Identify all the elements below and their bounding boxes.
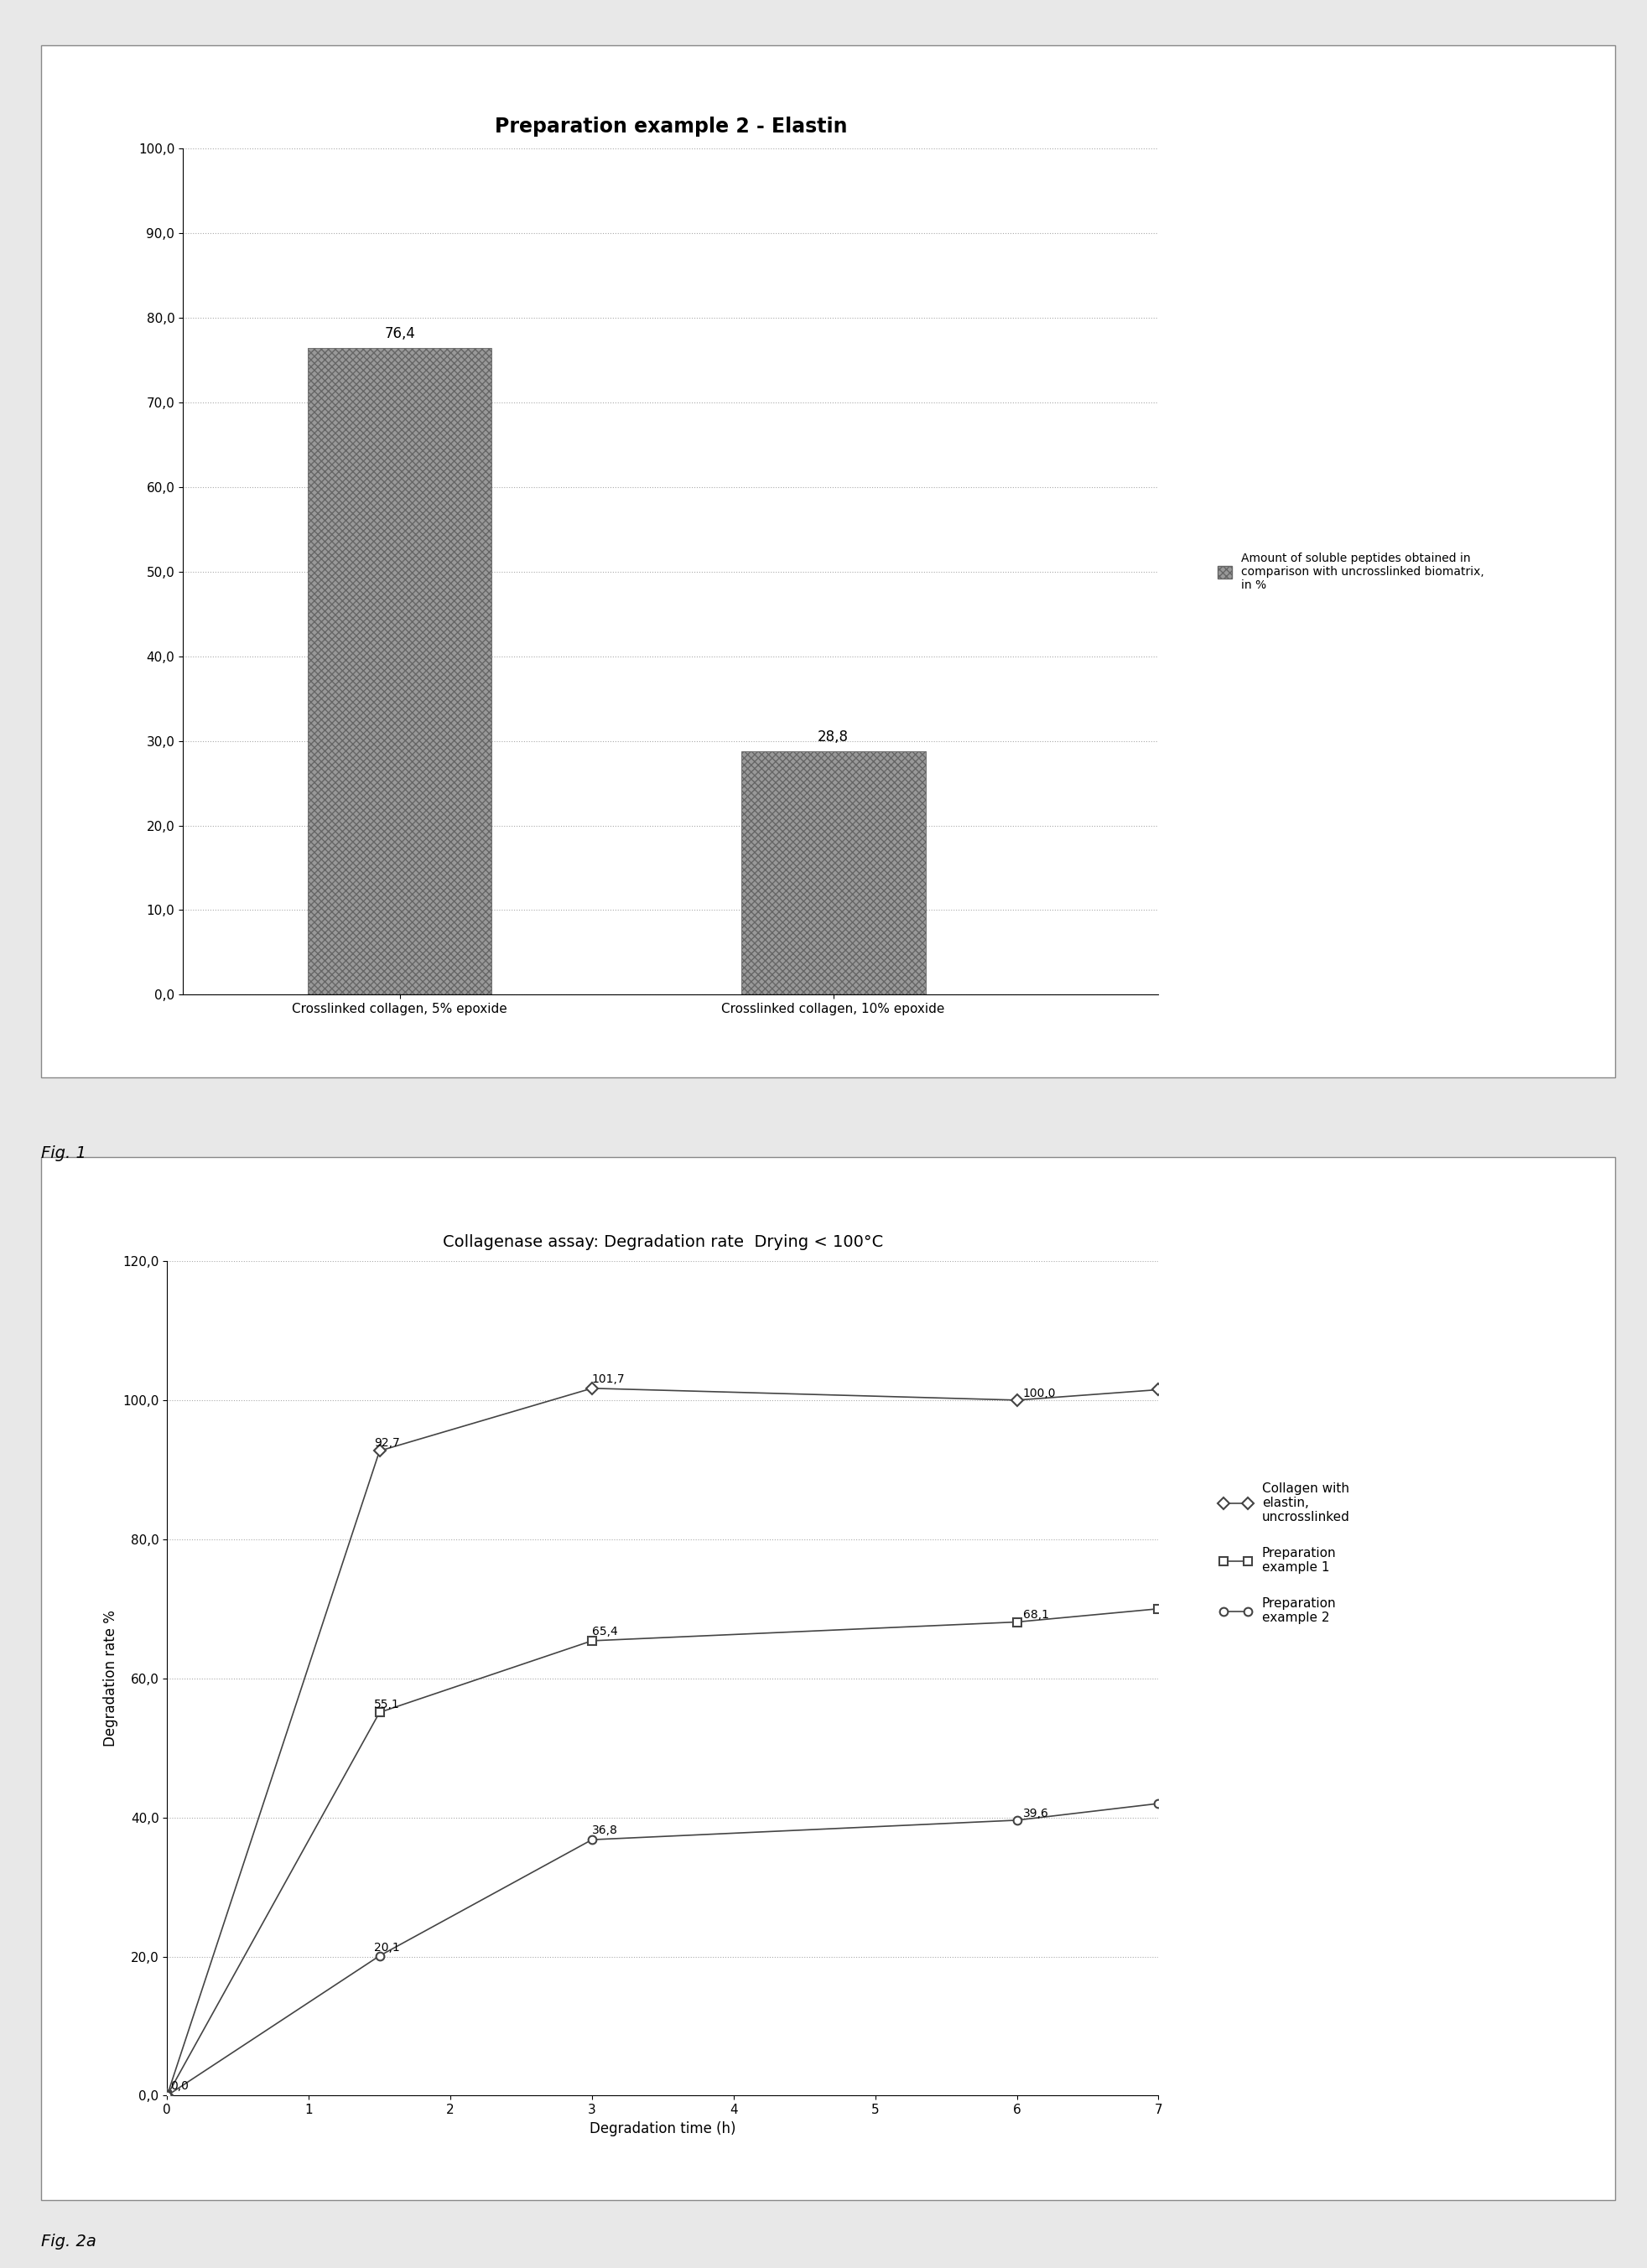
Collagen with
elastin,
uncrosslinked: [369, 1438, 389, 1465]
Collagen with
elastin,
uncrosslinked: [1006, 1386, 1026, 1413]
Text: 68,1: 68,1: [1023, 1610, 1047, 1622]
Line: Preparation
example 1: Preparation example 1: [163, 1606, 1163, 2100]
Text: 76,4: 76,4: [384, 327, 415, 342]
Collagen with
elastin,
uncrosslinked: [156, 2082, 176, 2109]
Title: Collagenase assay: Degradation rate  Drying < 100°C: Collagenase assay: Degradation rate Dryi…: [443, 1234, 883, 1250]
Preparation
example 2: [1148, 1789, 1168, 1817]
Preparation
example 1: [1006, 1608, 1026, 1635]
Bar: [308, 349, 491, 996]
Preparation
example 2: [1006, 1808, 1026, 1835]
Text: Fig. 1: Fig. 1: [41, 1145, 86, 1161]
Text: 28,8: 28,8: [817, 730, 848, 744]
Text: 36,8: 36,8: [591, 1826, 618, 1837]
Preparation
example 2: [581, 1826, 601, 1853]
Preparation
example 1: [369, 1699, 389, 1726]
Text: 100,0: 100,0: [1023, 1388, 1056, 1399]
Y-axis label: Degradation rate %: Degradation rate %: [102, 1610, 119, 1746]
Preparation
example 1: [581, 1626, 601, 1653]
Text: 92,7: 92,7: [374, 1438, 399, 1449]
Title: Preparation example 2 - Elastin: Preparation example 2 - Elastin: [494, 116, 847, 136]
Text: 20,1: 20,1: [374, 1941, 399, 1953]
Collagen with
elastin,
uncrosslinked: [581, 1374, 601, 1402]
Text: 65,4: 65,4: [591, 1626, 618, 1637]
Legend: Collagen with
elastin,
uncrosslinked, Preparation
example 1, Preparation
example: Collagen with elastin, uncrosslinked, Pr…: [1214, 1476, 1354, 1628]
Preparation
example 2: [369, 1941, 389, 1969]
X-axis label: Degradation time (h): Degradation time (h): [590, 2121, 736, 2136]
Preparation
example 1: [156, 2082, 176, 2109]
Preparation
example 2: [156, 2082, 176, 2109]
Bar: [741, 751, 926, 996]
Line: Preparation
example 2: Preparation example 2: [163, 1799, 1163, 2100]
Text: Fig. 2a: Fig. 2a: [41, 2234, 97, 2250]
Text: 0,0: 0,0: [171, 2080, 189, 2093]
Preparation
example 1: [1148, 1594, 1168, 1622]
Legend: Amount of soluble peptides obtained in
comparison with uncrosslinked biomatrix,
: Amount of soluble peptides obtained in c…: [1212, 547, 1487, 596]
Line: Collagen with
elastin,
uncrosslinked: Collagen with elastin, uncrosslinked: [163, 1383, 1163, 2100]
Text: 55,1: 55,1: [374, 1699, 399, 1710]
Collagen with
elastin,
uncrosslinked: [1148, 1377, 1168, 1404]
Text: 39,6: 39,6: [1023, 1808, 1047, 1819]
Text: 101,7: 101,7: [591, 1372, 624, 1386]
